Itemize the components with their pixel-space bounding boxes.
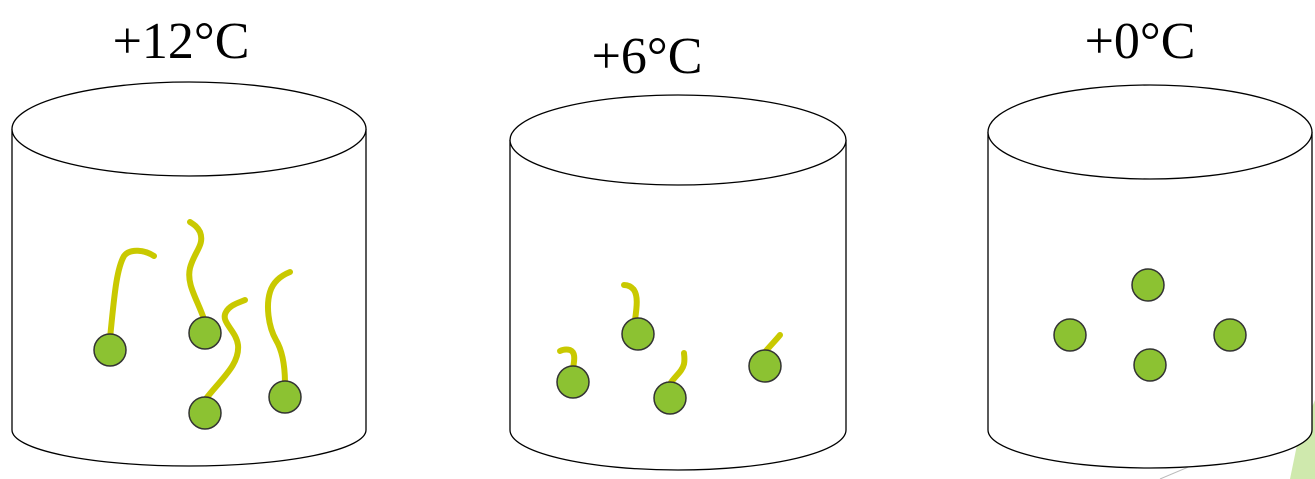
temperature-label: +12°C [113,13,250,70]
seed [188,396,222,430]
container: +6°C [509,28,847,471]
seed [268,380,302,414]
seed [1131,268,1165,302]
cylinder-body [509,140,847,471]
container: +12°C [11,13,367,467]
seed [1213,318,1247,352]
temperature-label: +0°C [1085,13,1196,70]
cylinder-top [11,81,367,177]
seed [1133,348,1167,382]
cylinder-top [509,94,847,186]
sprout [107,247,157,341]
container: +0°C [987,13,1313,469]
sprout [557,346,578,371]
seed [93,333,127,367]
seed [653,381,687,415]
cylinder-body [11,129,367,467]
seed [556,365,590,399]
seed [621,317,655,351]
sprout [621,282,640,323]
seed [748,349,782,383]
seed [1053,318,1087,352]
seed [188,316,222,350]
cylinder-top [987,84,1313,180]
sprout [202,297,248,403]
sprout [186,219,208,325]
sprout [667,350,688,387]
sprout [265,269,293,387]
temperature-label: +6°C [592,28,703,85]
